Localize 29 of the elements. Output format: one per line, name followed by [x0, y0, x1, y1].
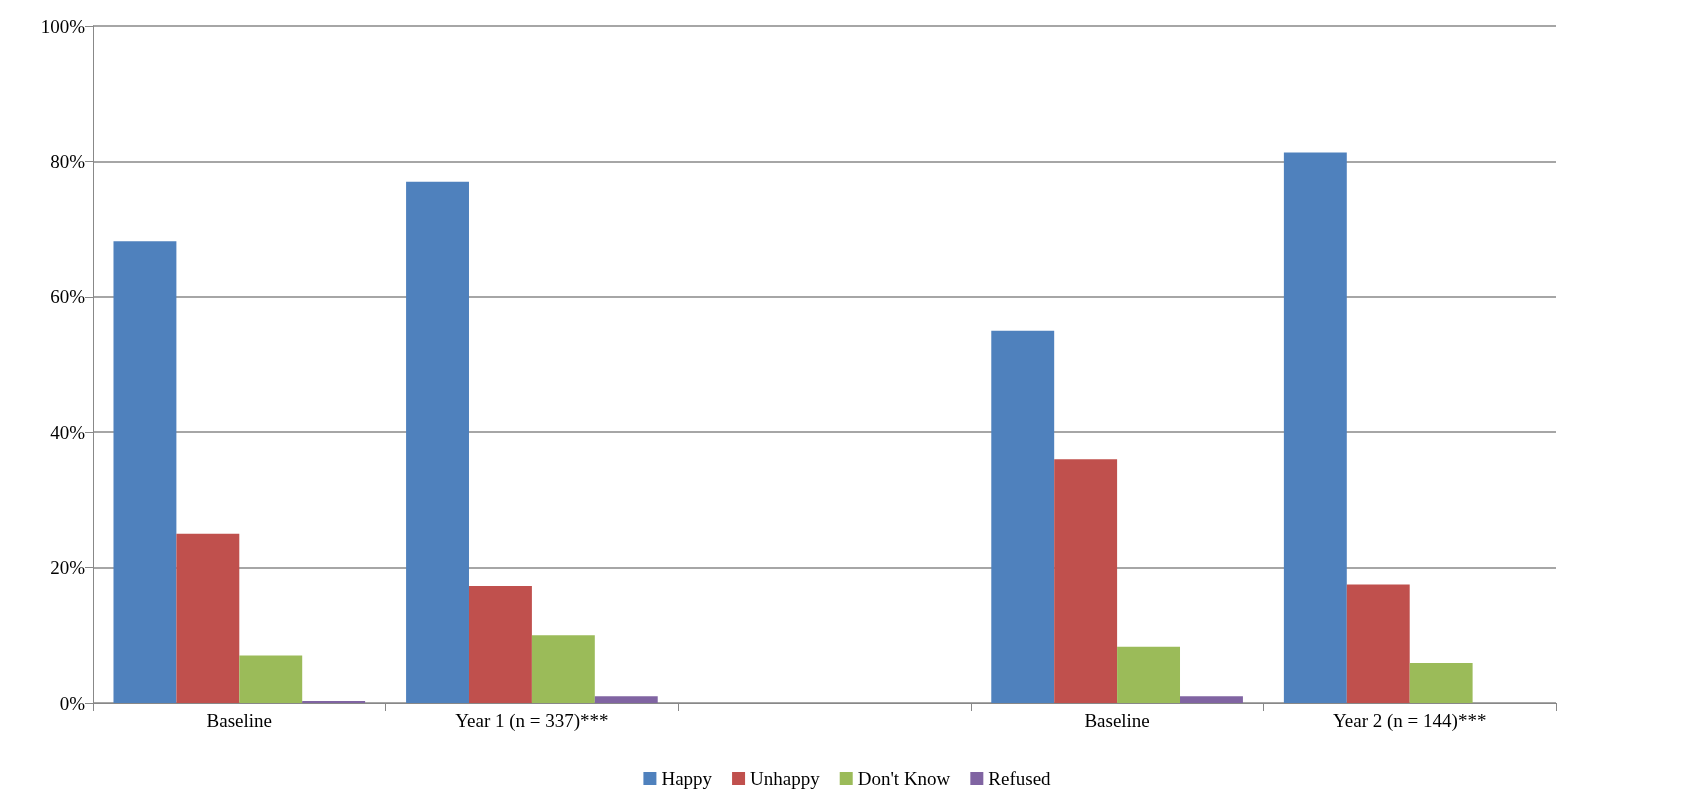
bar: [991, 330, 1055, 703]
x-tick-label: Baseline: [1084, 710, 1150, 731]
x-tick-label: Year 1 (n = 337)***: [455, 710, 609, 732]
legend-label: Don't Know: [857, 768, 951, 789]
y-tick-label: 60%: [50, 286, 86, 308]
legend-label: Refused: [988, 768, 1052, 789]
bar: [1283, 152, 1347, 703]
bar: [113, 241, 177, 703]
bar: [594, 696, 658, 703]
y-tick-label: 80%: [50, 150, 86, 172]
bar: [468, 585, 532, 703]
bar: [406, 181, 469, 703]
legend-label: Happy: [661, 768, 713, 789]
bar: [176, 533, 240, 703]
bar: [302, 700, 366, 703]
x-tick-label: Year 2 (n = 144)***: [1333, 710, 1487, 732]
bar: [1409, 663, 1473, 703]
bar: [1180, 696, 1243, 703]
bar: [531, 635, 595, 703]
y-tick-label: 0%: [59, 692, 86, 714]
y-tick-label: 20%: [50, 557, 86, 579]
bar: [1117, 646, 1181, 703]
bar: [1054, 459, 1118, 703]
bar: [1346, 584, 1410, 703]
y-tick-label: 100%: [40, 15, 86, 37]
bar: [239, 655, 303, 703]
y-tick-label: 40%: [50, 421, 86, 443]
legend-label: Unhappy: [750, 768, 821, 789]
x-tick-label: Baseline: [206, 710, 273, 731]
